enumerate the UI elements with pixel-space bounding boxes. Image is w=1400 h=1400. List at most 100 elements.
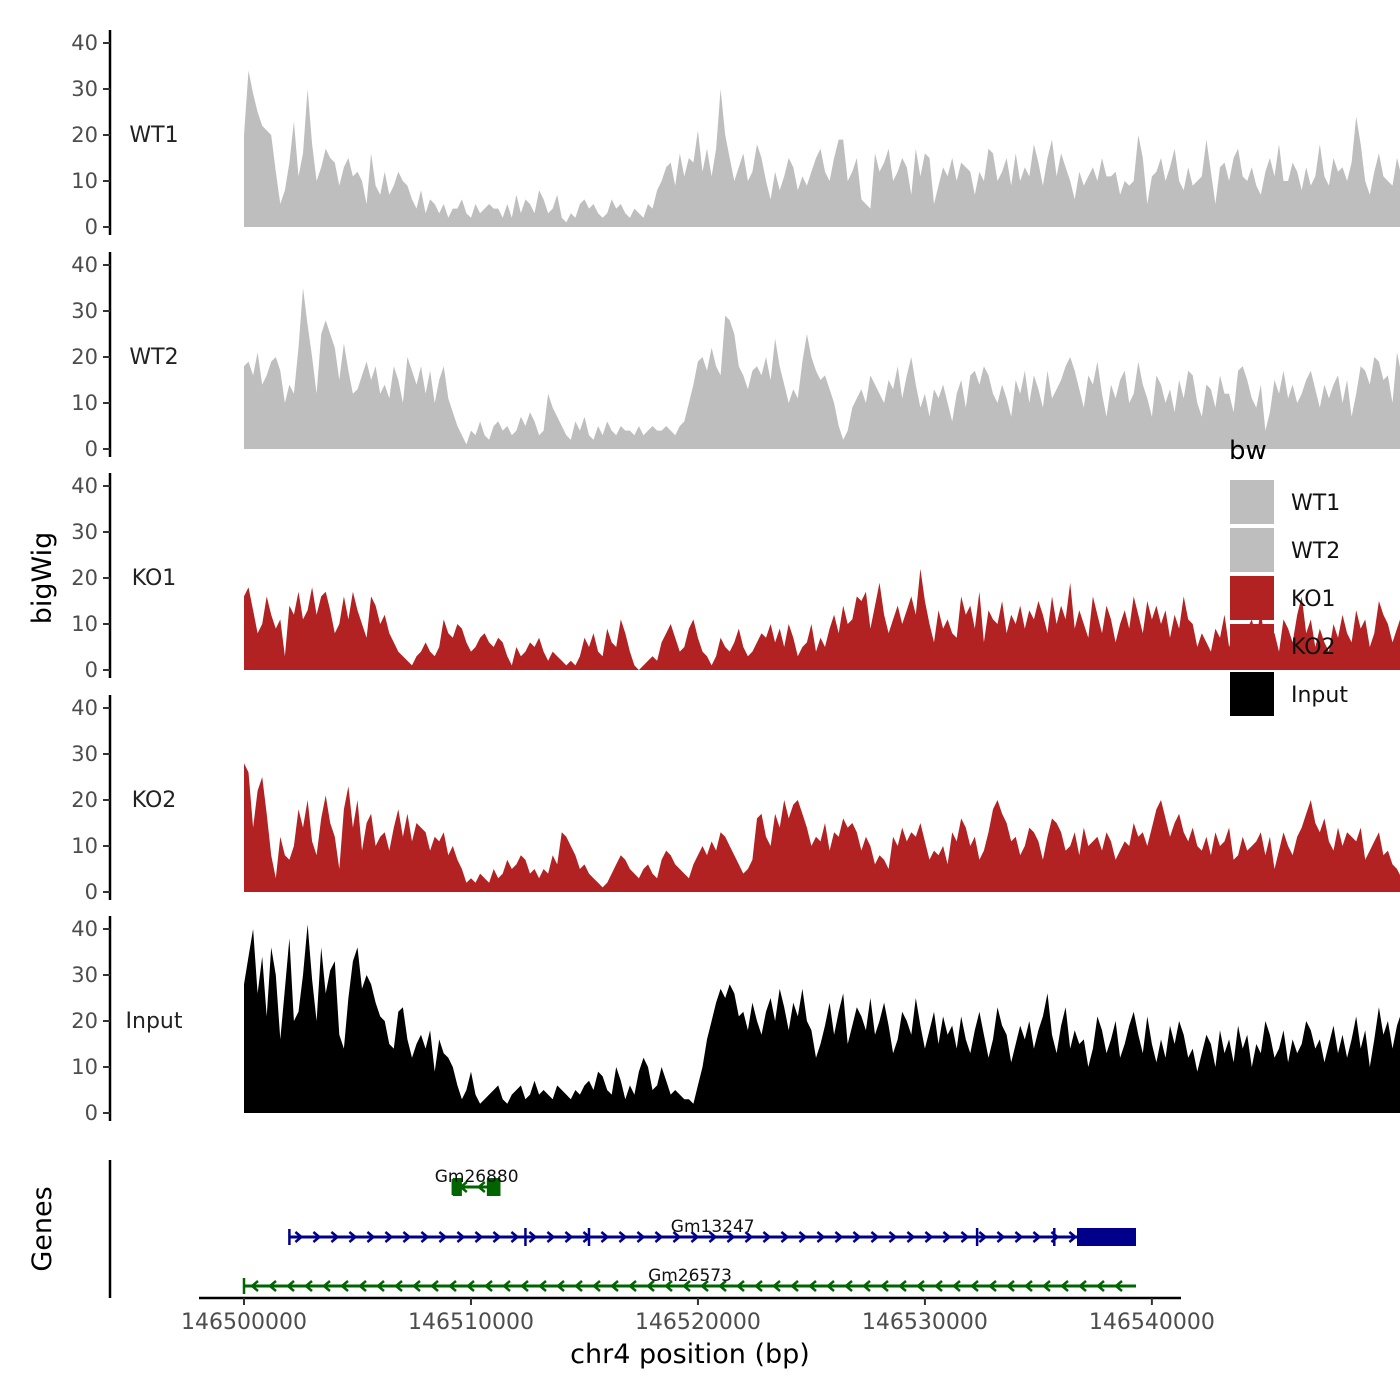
gene-label: Gm26880 xyxy=(435,1167,519,1187)
area-wt1 xyxy=(244,70,1400,227)
strand-chevron xyxy=(528,1231,538,1243)
strand-chevron xyxy=(1032,1231,1042,1243)
strand-chevron xyxy=(476,1181,486,1193)
strand-chevron xyxy=(340,1280,349,1292)
strand-chevron xyxy=(718,1280,727,1292)
y-tick-label: 10 xyxy=(71,612,98,636)
y-tick-label: 0 xyxy=(85,880,98,904)
strand-chevron xyxy=(502,1280,511,1292)
strand-chevron xyxy=(412,1280,421,1292)
strand-chevron xyxy=(664,1280,673,1292)
strand-chevron xyxy=(754,1280,763,1292)
y-tick-label: 20 xyxy=(71,123,98,147)
track-input: 0 10 20 30 40 Input xyxy=(71,916,1400,1125)
y-tick-label: 0 xyxy=(85,658,98,682)
strand-chevron xyxy=(1096,1280,1105,1292)
y-tick-label: 40 xyxy=(71,696,98,720)
strand-chevron xyxy=(358,1280,367,1292)
strand-chevron xyxy=(898,1280,907,1292)
strand-chevron xyxy=(330,1231,340,1243)
gene-gm26573: Gm26573 xyxy=(242,1266,1136,1294)
strand-chevron xyxy=(510,1231,520,1243)
strand-chevron xyxy=(826,1280,835,1292)
strand-chevron xyxy=(880,1280,889,1292)
strand-chevron xyxy=(420,1231,430,1243)
strand-chevron xyxy=(960,1231,970,1243)
legend-label-input: Input xyxy=(1291,683,1348,708)
track-ko2: 0 10 20 30 40 KO2 xyxy=(71,695,1400,904)
strand-chevron xyxy=(636,1231,646,1243)
y-tick-label: 0 xyxy=(85,215,98,239)
strand-chevron xyxy=(934,1280,943,1292)
legend-title: bw xyxy=(1229,436,1267,466)
strand-chevron xyxy=(438,1231,448,1243)
track-ko1: 0 10 20 30 40 KO1 xyxy=(71,473,1400,682)
strand-chevron xyxy=(520,1280,529,1292)
legend-swatch-ko1 xyxy=(1230,576,1274,620)
strand-chevron xyxy=(546,1231,556,1243)
strand-chevron xyxy=(808,1280,817,1292)
legend-swatch-input xyxy=(1230,672,1274,716)
strand-chevron xyxy=(744,1231,754,1243)
strand-chevron xyxy=(556,1280,565,1292)
legend-label-ko2: KO2 xyxy=(1291,635,1336,660)
strand-chevron xyxy=(870,1231,880,1243)
strand-chevron xyxy=(726,1231,736,1243)
strand-chevron xyxy=(538,1280,547,1292)
track-label: Input xyxy=(126,1009,183,1034)
strand-chevron xyxy=(592,1280,601,1292)
strand-chevron xyxy=(610,1280,619,1292)
y-tick-label: 20 xyxy=(71,566,98,590)
area-ko2 xyxy=(244,763,1400,892)
x-tick-label: 146500000 xyxy=(181,1310,307,1335)
gene-label: Gm13247 xyxy=(671,1217,755,1237)
y-tick-label: 0 xyxy=(85,437,98,461)
legend-swatch-ko2 xyxy=(1230,624,1274,668)
x-tick-label: 146510000 xyxy=(408,1310,534,1335)
strand-chevron xyxy=(772,1280,781,1292)
strand-chevron xyxy=(456,1231,466,1243)
area-ko1 xyxy=(244,568,1400,670)
strand-chevron xyxy=(1042,1280,1051,1292)
track-wt2: 0 10 20 30 40 WT2 xyxy=(71,252,1400,461)
y-tick-label: 40 xyxy=(71,253,98,277)
strand-chevron xyxy=(844,1280,853,1292)
strand-chevron xyxy=(834,1231,844,1243)
track-label: KO2 xyxy=(132,788,177,813)
strand-chevron xyxy=(1024,1280,1033,1292)
strand-chevron xyxy=(492,1231,502,1243)
legend-label-ko1: KO1 xyxy=(1291,587,1336,612)
y-tick-label: 10 xyxy=(71,834,98,858)
y-tick-label: 30 xyxy=(71,299,98,323)
y-tick-label: 0 xyxy=(85,1101,98,1125)
strand-chevron xyxy=(376,1280,385,1292)
y-tick-label: 30 xyxy=(71,77,98,101)
x-tick-label: 146540000 xyxy=(1089,1310,1215,1335)
strand-chevron xyxy=(646,1280,655,1292)
strand-chevron xyxy=(942,1231,952,1243)
gene-exon xyxy=(486,1178,501,1196)
y-tick-label: 20 xyxy=(71,788,98,812)
strand-chevron xyxy=(816,1231,826,1243)
strand-chevron xyxy=(286,1280,295,1292)
coverage-tracks: 0 10 20 30 40 WT1 0 10 20 30 40 WT2 0 10 20 30 40 KO1 0 10 2… xyxy=(71,30,1400,1125)
strand-chevron xyxy=(484,1280,493,1292)
track-label: WT1 xyxy=(129,123,178,148)
gene-track: Gm26880 Gm13247 Gm26573 xyxy=(108,1160,1136,1298)
strand-chevron xyxy=(970,1280,979,1292)
strand-chevron xyxy=(574,1280,583,1292)
strand-chevron xyxy=(348,1231,358,1243)
strand-chevron xyxy=(268,1280,277,1292)
strand-chevron xyxy=(700,1280,709,1292)
x-axis-title: chr4 position (bp) xyxy=(570,1339,810,1370)
y-axis-title: bigWig xyxy=(27,532,58,625)
strand-chevron xyxy=(708,1231,718,1243)
strand-chevron xyxy=(988,1280,997,1292)
strand-chevron xyxy=(916,1280,925,1292)
strand-chevron xyxy=(672,1231,682,1243)
strand-chevron xyxy=(952,1280,961,1292)
x-tick-label: 146530000 xyxy=(862,1310,988,1335)
strand-chevron xyxy=(402,1231,412,1243)
y-tick-label: 30 xyxy=(71,742,98,766)
area-input xyxy=(244,924,1400,1113)
